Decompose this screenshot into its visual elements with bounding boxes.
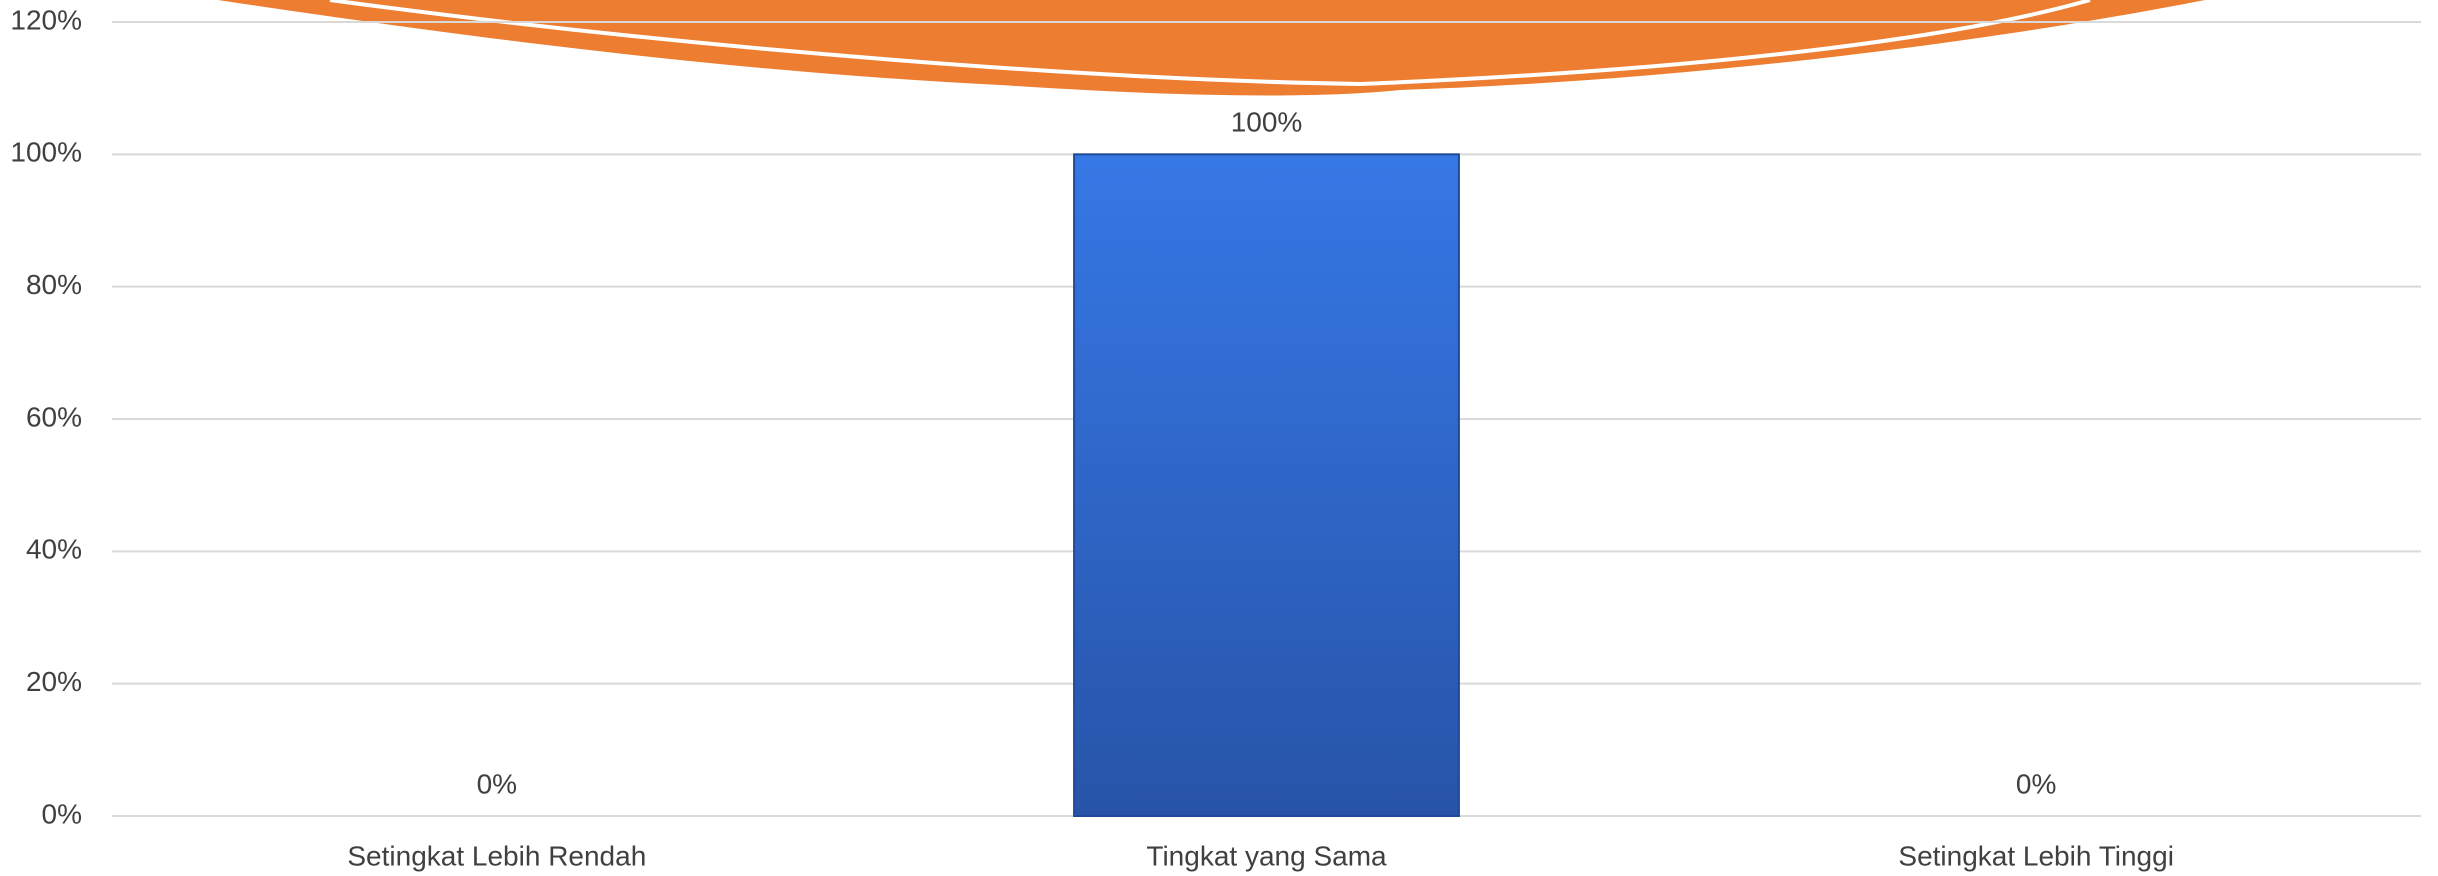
x-tick-label: Tingkat yang Sama xyxy=(1146,840,1387,871)
y-tick-label: 120% xyxy=(10,4,82,35)
value-label: 100% xyxy=(1231,107,1303,138)
y-tick-label: 20% xyxy=(26,666,82,697)
y-tick-label: 40% xyxy=(26,534,82,565)
value-label: 0% xyxy=(2016,768,2056,799)
marks: 0% 20% 40% 60% 80% 100% 120% Setingkat Lebih Re… xyxy=(10,4,2421,871)
y-tick-label: 100% xyxy=(10,137,82,168)
y-tick-label: 60% xyxy=(26,401,82,432)
y-tick-label: 0% xyxy=(42,798,82,829)
decorative-shape xyxy=(1359,0,2091,86)
x-tick-label: Setingkat Lebih Tinggi xyxy=(1898,840,2174,871)
decorative-shape xyxy=(329,0,1361,86)
bar xyxy=(1073,153,1460,818)
y-tick-label: 80% xyxy=(26,269,82,300)
x-tick-label: Setingkat Lebih Rendah xyxy=(347,840,646,871)
value-label: 0% xyxy=(477,768,517,799)
decorative-shape xyxy=(218,0,2205,96)
